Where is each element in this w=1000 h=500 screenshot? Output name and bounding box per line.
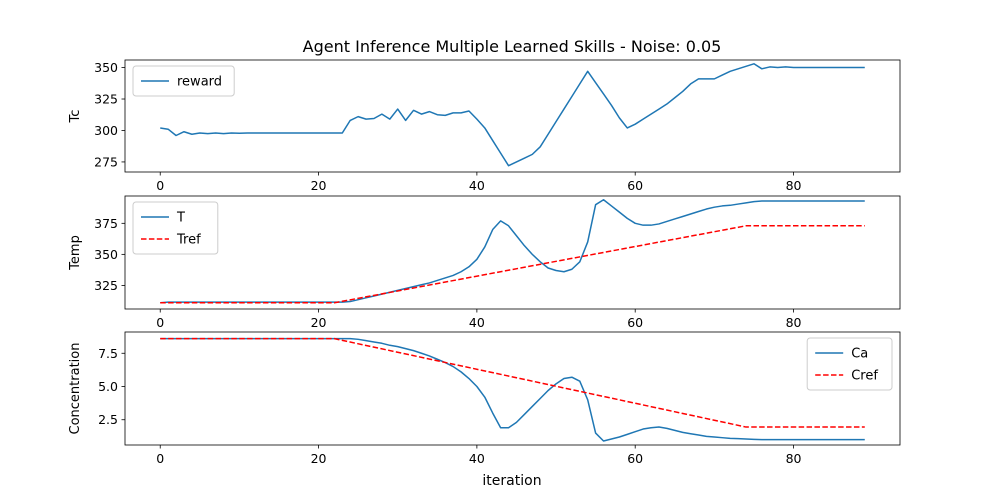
legend-label-cref: Cref: [851, 369, 878, 384]
series-group: [160, 198, 865, 304]
x-tick-label: 40: [469, 178, 485, 193]
series-line-ca: [160, 337, 865, 442]
x-tick-label: 40: [469, 315, 485, 330]
legend-label-ca: Ca: [851, 347, 868, 362]
x-tick-label: 40: [469, 451, 485, 466]
x-tick-label: 80: [786, 451, 802, 466]
y-tick-label: 325: [94, 278, 118, 293]
legend-frame: [132, 201, 219, 255]
x-tick-label: 60: [627, 315, 643, 330]
y-tick-label: 7.5: [98, 346, 118, 361]
series-line-reward: [160, 63, 865, 167]
axes-frame: [124, 331, 901, 446]
x-tick-label: 0: [156, 451, 164, 466]
subplot-1: 0 20 40 60 80 275 300 325 350 Tc reward: [68, 59, 901, 193]
series-line-t: [160, 198, 865, 304]
legend: reward: [132, 65, 235, 97]
x-tick-label: 20: [311, 178, 327, 193]
legend: T Tref: [132, 201, 219, 255]
subplots: 0 20 40 60 80 275 300 325 350 Tc reward 0 20 40 60 80 32…: [68, 59, 901, 466]
legend-frame: [806, 337, 893, 391]
x-tick-label: 20: [311, 315, 327, 330]
axes-frame: [124, 59, 901, 173]
series-group: [160, 337, 865, 442]
x-tick-label: 0: [156, 178, 164, 193]
y-axis-label: Temp: [68, 235, 83, 271]
series-line-tref: [160, 225, 865, 304]
y-axis-label: Concentration: [68, 343, 83, 435]
legend-frame: [132, 65, 235, 97]
x-tick-label: 20: [311, 451, 327, 466]
legend-label-reward: reward: [177, 75, 222, 90]
chart-title: Agent Inference Multiple Learned Skills …: [303, 37, 722, 56]
x-tick-label: 80: [786, 315, 802, 330]
y-axis-label: Tc: [68, 110, 83, 124]
series-group: [160, 63, 865, 167]
legend-label-tref: Tref: [176, 233, 201, 248]
x-tick-label: 80: [786, 178, 802, 193]
legend-label-t: T: [176, 211, 185, 226]
series-line-cref: [160, 337, 865, 428]
legend: Ca Cref: [806, 337, 893, 391]
x-axis-label: iteration: [482, 473, 541, 489]
y-tick-label: 350: [94, 60, 118, 75]
y-tick-label: 375: [94, 216, 118, 231]
y-tick-label: 275: [94, 154, 118, 169]
y-tick-label: 325: [94, 92, 118, 107]
subplot-3: 0 20 40 60 80 2.5 5.0 7.5 Concentration Ca Cref: [68, 331, 901, 466]
y-tick-label: 350: [94, 247, 118, 262]
x-tick-label: 0: [156, 315, 164, 330]
x-tick-label: 60: [627, 451, 643, 466]
y-tick-label: 300: [94, 123, 118, 138]
y-tick-label: 5.0: [98, 379, 118, 394]
y-tick-label: 2.5: [98, 412, 118, 427]
x-tick-label: 60: [627, 178, 643, 193]
subplot-2: 0 20 40 60 80 325 350 375 Temp T Tref: [68, 195, 901, 330]
axes-frame: [124, 195, 901, 310]
